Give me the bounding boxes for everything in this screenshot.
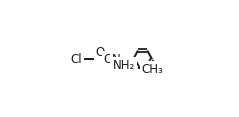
Text: Cl: Cl bbox=[71, 53, 82, 66]
Text: N: N bbox=[112, 53, 120, 66]
Text: CH₃: CH₃ bbox=[141, 63, 163, 76]
Text: O: O bbox=[96, 46, 105, 59]
Text: O: O bbox=[103, 53, 113, 66]
Text: NH₂: NH₂ bbox=[113, 59, 136, 72]
